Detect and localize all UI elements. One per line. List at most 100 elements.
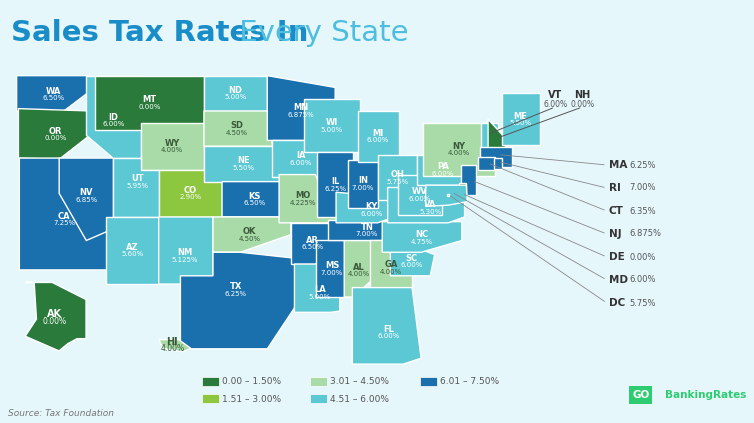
Text: MS: MS <box>325 261 339 270</box>
Text: PA: PA <box>437 162 449 171</box>
Text: WV: WV <box>412 187 428 196</box>
Polygon shape <box>378 154 417 201</box>
Text: 5.00%: 5.00% <box>321 127 343 133</box>
Polygon shape <box>20 158 112 270</box>
Text: 4.51 – 6.00%: 4.51 – 6.00% <box>329 395 389 404</box>
Text: 6.875%: 6.875% <box>630 230 661 239</box>
Text: 4.75%: 4.75% <box>411 239 433 244</box>
Polygon shape <box>204 111 273 146</box>
Polygon shape <box>113 158 158 217</box>
Text: 6.85%: 6.85% <box>75 197 97 203</box>
Text: Source: Tax Foundation: Source: Tax Foundation <box>8 409 114 418</box>
Text: CO: CO <box>184 186 197 195</box>
Text: 4.00%: 4.00% <box>448 150 470 156</box>
Text: MD: MD <box>608 275 627 285</box>
Polygon shape <box>158 217 213 284</box>
Text: 0.00%: 0.00% <box>570 100 594 109</box>
Text: 5.95%: 5.95% <box>127 183 149 189</box>
Text: NV: NV <box>80 188 93 197</box>
Text: 6.35%: 6.35% <box>630 206 656 215</box>
Text: 6.00%: 6.00% <box>103 121 124 127</box>
Text: 7.00%: 7.00% <box>356 231 378 237</box>
Text: FL: FL <box>383 325 394 334</box>
Text: 6.25%: 6.25% <box>324 186 346 192</box>
Text: GO: GO <box>632 390 649 400</box>
Text: 3.01 – 4.50%: 3.01 – 4.50% <box>329 377 389 387</box>
Polygon shape <box>106 217 158 284</box>
Polygon shape <box>348 160 378 208</box>
Text: UT: UT <box>131 174 144 183</box>
Text: 4.50%: 4.50% <box>226 129 248 136</box>
Bar <box>420 377 437 386</box>
Polygon shape <box>480 148 512 168</box>
Text: 5.50%: 5.50% <box>232 165 254 171</box>
Text: VT: VT <box>548 90 562 100</box>
Text: MN: MN <box>293 104 309 113</box>
Text: 0.00%: 0.00% <box>43 317 67 326</box>
Polygon shape <box>158 170 222 217</box>
Bar <box>310 377 327 386</box>
Text: WI: WI <box>326 118 338 127</box>
Polygon shape <box>461 165 477 195</box>
Text: DE: DE <box>608 252 624 262</box>
Polygon shape <box>423 123 495 176</box>
Text: 1.51 – 3.00%: 1.51 – 3.00% <box>222 395 280 404</box>
Text: TX: TX <box>229 282 242 291</box>
Polygon shape <box>222 181 289 217</box>
Bar <box>630 386 652 404</box>
Polygon shape <box>345 241 377 297</box>
Text: TN: TN <box>360 223 373 232</box>
Polygon shape <box>391 238 435 276</box>
Polygon shape <box>17 76 87 115</box>
Polygon shape <box>459 183 467 201</box>
Text: 4.50%: 4.50% <box>238 236 261 242</box>
Text: 7.00%: 7.00% <box>630 184 656 192</box>
Text: 0.00%: 0.00% <box>139 104 161 110</box>
Text: NY: NY <box>452 142 466 151</box>
Text: MI: MI <box>372 129 384 138</box>
Text: 5.00%: 5.00% <box>225 94 247 100</box>
Text: IN: IN <box>357 176 368 185</box>
Text: 6.00%: 6.00% <box>543 100 567 109</box>
Polygon shape <box>204 76 268 111</box>
Text: 5.30%: 5.30% <box>419 209 442 214</box>
Polygon shape <box>478 157 495 170</box>
Polygon shape <box>447 193 449 196</box>
Polygon shape <box>388 187 464 223</box>
Polygon shape <box>417 154 469 185</box>
Text: 5.50%: 5.50% <box>510 120 532 126</box>
Polygon shape <box>59 158 113 241</box>
Text: AZ: AZ <box>126 243 139 252</box>
Text: NH: NH <box>575 90 590 100</box>
Text: 6.00%: 6.00% <box>431 171 454 177</box>
Text: KS: KS <box>248 192 261 201</box>
Polygon shape <box>328 220 406 241</box>
Polygon shape <box>25 283 86 351</box>
Text: 6.50%: 6.50% <box>302 244 323 250</box>
Bar <box>202 377 219 386</box>
Polygon shape <box>316 241 348 297</box>
Text: 7.00%: 7.00% <box>320 270 343 276</box>
Polygon shape <box>291 223 334 264</box>
Text: 0.00%: 0.00% <box>630 253 656 261</box>
Text: 7.00%: 7.00% <box>351 185 374 191</box>
Polygon shape <box>370 241 412 295</box>
Text: 6.00%: 6.00% <box>290 159 312 166</box>
Text: 6.875%: 6.875% <box>288 112 314 118</box>
Text: 6.00%: 6.00% <box>360 211 382 217</box>
Text: 5.60%: 5.60% <box>121 252 143 258</box>
Text: NM: NM <box>177 248 192 257</box>
Text: 6.00%: 6.00% <box>367 137 389 143</box>
Text: MA: MA <box>608 160 627 170</box>
Text: NC: NC <box>415 230 428 239</box>
Text: LA: LA <box>314 285 326 294</box>
Text: 6.00%: 6.00% <box>377 333 400 339</box>
Polygon shape <box>140 123 204 170</box>
Polygon shape <box>204 146 283 181</box>
Text: 5.75%: 5.75% <box>630 299 656 308</box>
Polygon shape <box>18 109 90 159</box>
Text: SC: SC <box>406 254 418 263</box>
Text: NJ: NJ <box>608 229 621 239</box>
Text: GA: GA <box>385 260 398 269</box>
Polygon shape <box>317 152 354 217</box>
